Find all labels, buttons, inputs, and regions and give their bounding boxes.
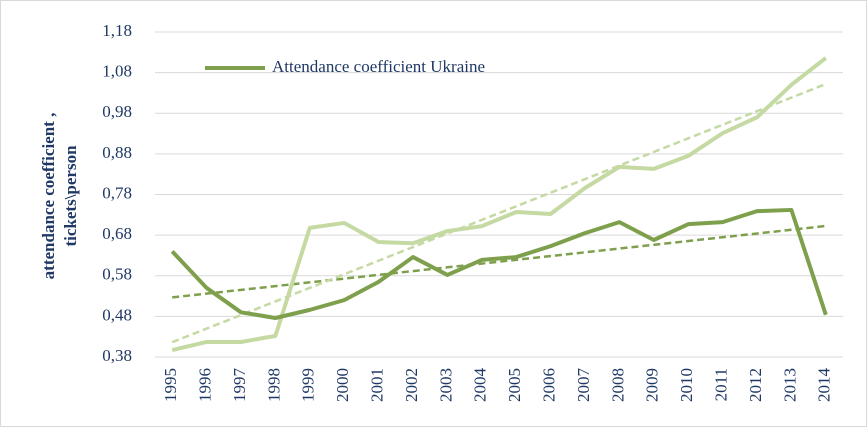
- x-tick-label: 1997: [230, 368, 249, 403]
- x-tick-label: 2010: [677, 368, 696, 402]
- x-tick-label: 2003: [436, 368, 455, 402]
- x-tick-label: 2013: [780, 368, 799, 402]
- x-tick-label: 2004: [471, 368, 490, 403]
- x-tick-label: 2014: [815, 368, 834, 403]
- x-tick-label: 2001: [368, 368, 387, 402]
- x-tick-label: 1996: [196, 368, 215, 402]
- y-tick-label: 1,18: [102, 21, 132, 40]
- x-tick-label: 2012: [746, 368, 765, 402]
- x-tick-label: 2000: [333, 368, 352, 402]
- y-tick-label: 0,78: [102, 183, 132, 202]
- y-tick-label: 0,98: [102, 102, 132, 121]
- x-tick-label: 2009: [643, 368, 662, 402]
- trendline: [171, 82, 827, 344]
- x-tick-label: 2006: [540, 368, 559, 402]
- y-axis-label: tickets\person: [61, 145, 80, 247]
- x-tick-label: 1998: [264, 368, 283, 402]
- y-axis-label: attendance coefficient ,: [39, 113, 58, 280]
- x-tick-label: 2008: [608, 368, 627, 402]
- x-tick-label: 2002: [402, 368, 421, 402]
- x-tick-label: 2011: [712, 368, 731, 401]
- data-line: [170, 207, 828, 320]
- y-tick-label: 0,48: [102, 305, 132, 324]
- legend-label: Attendance coefficient Ukraine: [272, 57, 485, 76]
- x-tick-label: 2005: [505, 368, 524, 402]
- x-tick-label: 1995: [161, 368, 180, 402]
- y-tick-label: 0,88: [102, 143, 132, 162]
- y-tick-label: 0,68: [102, 224, 132, 243]
- y-tick-label: 0,38: [102, 346, 132, 365]
- y-tick-label: 0,58: [102, 265, 132, 284]
- x-tick-label: 1999: [299, 368, 318, 402]
- y-tick-label: 1,08: [102, 62, 132, 81]
- x-tick-label: 2007: [574, 368, 593, 403]
